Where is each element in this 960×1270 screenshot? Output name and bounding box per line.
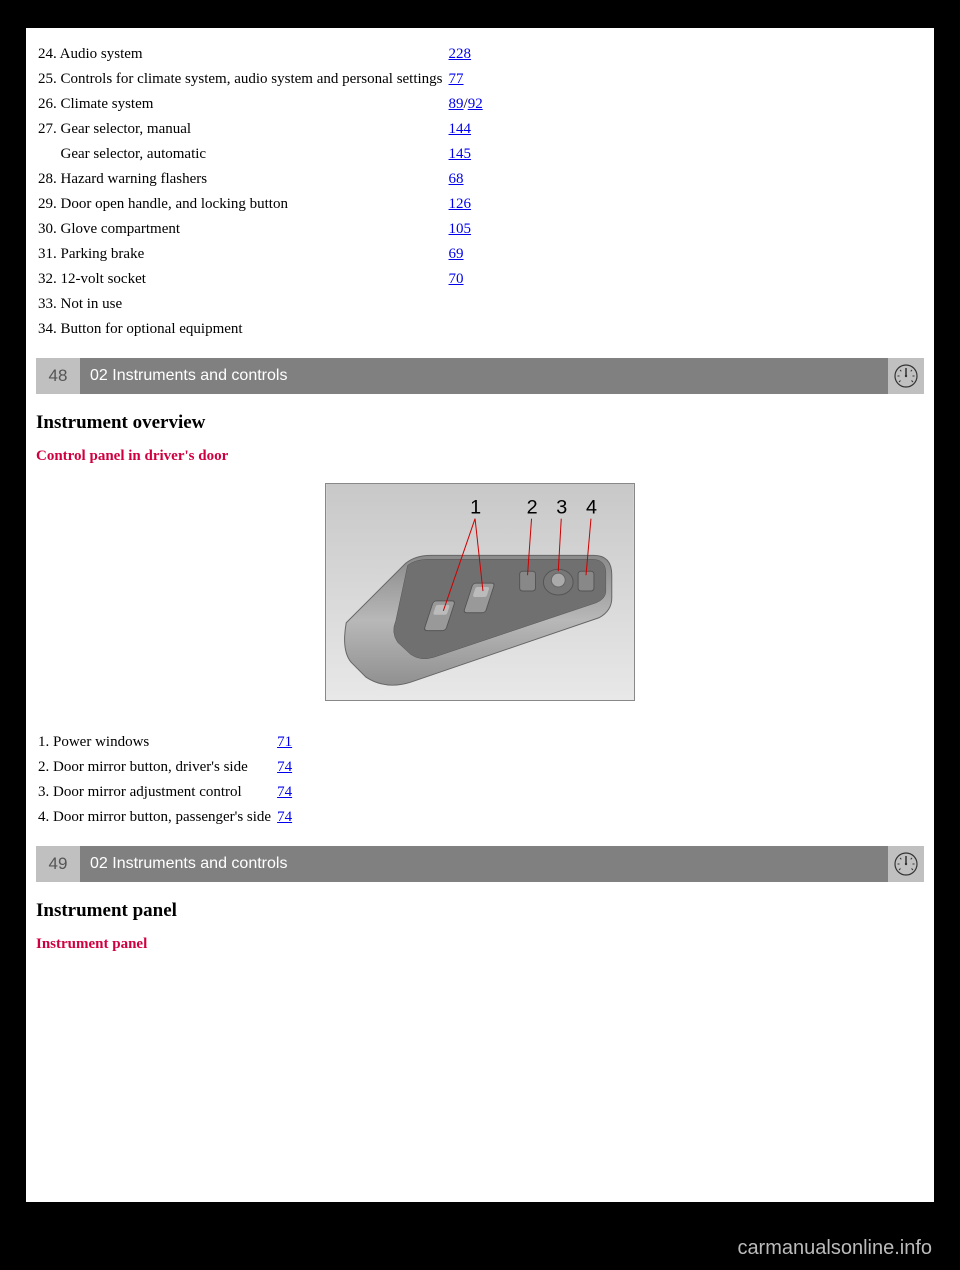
table-row: 2. Door mirror button, driver's side74 [36, 755, 294, 780]
table-row: 27. Gear selector, manual144 [36, 117, 485, 142]
subheading-instrument-panel: Instrument panel [36, 936, 924, 953]
index-label: 34. Button for optional equipment [36, 317, 447, 342]
table-row: 1. Power windows71 [36, 730, 294, 755]
index-pages [447, 292, 485, 317]
gauge-icon [888, 358, 924, 394]
index-pages: 105 [447, 217, 485, 242]
page-link[interactable]: 92 [468, 96, 483, 112]
table-row: 26. Climate system89/92 [36, 92, 485, 117]
index-pages: 70 [447, 267, 485, 292]
index-label: 33. Not in use [36, 292, 447, 317]
page-link[interactable]: 228 [449, 46, 472, 62]
section-header-48: 48 02 Instruments and controls [36, 358, 924, 394]
table-row: 32. 12-volt socket70 [36, 267, 485, 292]
index-label: 27. Gear selector, manual [36, 117, 447, 142]
subheading-control-panel: Control panel in driver's door [36, 448, 924, 465]
section-header-49: 49 02 Instruments and controls [36, 846, 924, 882]
index-pages: 126 [447, 192, 485, 217]
table-row: 28. Hazard warning flashers68 [36, 167, 485, 192]
page-link[interactable]: 77 [449, 71, 464, 87]
page-link[interactable]: 74 [277, 809, 292, 825]
table-row: 3. Door mirror adjustment control74 [36, 780, 294, 805]
table-row: 33. Not in use [36, 292, 485, 317]
callout-4: 4 [586, 497, 597, 519]
footer-watermark: carmanualsonline.info [737, 1237, 932, 1260]
gauge-icon [888, 846, 924, 882]
index-label: 32. 12-volt socket [36, 267, 447, 292]
callout-1: 1 [470, 497, 481, 519]
page-link[interactable]: 69 [449, 246, 464, 262]
bottom-index-table: 1. Power windows712. Door mirror button,… [36, 730, 294, 830]
callout-3: 3 [556, 497, 567, 519]
index-pages: 68 [447, 167, 485, 192]
index-pages: 74 [275, 805, 294, 830]
table-row: 34. Button for optional equipment [36, 317, 485, 342]
table-row: Gear selector, automatic145 [36, 142, 485, 167]
page-link[interactable]: 70 [449, 271, 464, 287]
heading-instrument-panel: Instrument panel [36, 900, 924, 922]
index-label: 28. Hazard warning flashers [36, 167, 447, 192]
index-pages: 144 [447, 117, 485, 142]
index-pages [447, 317, 485, 342]
table-row: 4. Door mirror button, passenger's side7… [36, 805, 294, 830]
page-link[interactable]: 145 [449, 146, 472, 162]
table-row: 24. Audio system228 [36, 42, 485, 67]
manual-page: 24. Audio system22825. Controls for clim… [26, 28, 934, 1202]
page-link[interactable]: 144 [449, 121, 472, 137]
index-label: 31. Parking brake [36, 242, 447, 267]
index-label: 1. Power windows [36, 730, 275, 755]
index-label: 4. Door mirror button, passenger's side [36, 805, 275, 830]
section-title: 02 Instruments and controls [80, 358, 888, 394]
page-link[interactable]: 105 [449, 221, 472, 237]
index-pages: 228 [447, 42, 485, 67]
index-label: Gear selector, automatic [36, 142, 447, 167]
page-link[interactable]: 68 [449, 171, 464, 187]
index-label: 26. Climate system [36, 92, 447, 117]
index-pages: 74 [275, 780, 294, 805]
section-title: 02 Instruments and controls [80, 846, 888, 882]
index-label: 29. Door open handle, and locking button [36, 192, 447, 217]
index-pages: 71 [275, 730, 294, 755]
page-link[interactable]: 74 [277, 759, 292, 775]
index-label: 25. Controls for climate system, audio s… [36, 67, 447, 92]
index-label: 24. Audio system [36, 42, 447, 67]
heading-instrument-overview: Instrument overview [36, 412, 924, 434]
callout-2: 2 [527, 497, 538, 519]
top-index-table: 24. Audio system22825. Controls for clim… [36, 42, 485, 342]
page-number: 48 [36, 358, 80, 394]
table-row: 31. Parking brake69 [36, 242, 485, 267]
page-link[interactable]: 74 [277, 784, 292, 800]
index-label: 2. Door mirror button, driver's side [36, 755, 275, 780]
page-number: 49 [36, 846, 80, 882]
index-pages: 89/92 [447, 92, 485, 117]
table-row: 30. Glove compartment105 [36, 217, 485, 242]
index-pages: 77 [447, 67, 485, 92]
table-row: 29. Door open handle, and locking button… [36, 192, 485, 217]
control-panel-image: 1 2 3 4 [36, 483, 924, 706]
index-pages: 145 [447, 142, 485, 167]
page-link[interactable]: 89 [449, 96, 464, 112]
index-label: 30. Glove compartment [36, 217, 447, 242]
table-row: 25. Controls for climate system, audio s… [36, 67, 485, 92]
index-pages: 69 [447, 242, 485, 267]
index-pages: 74 [275, 755, 294, 780]
page-link[interactable]: 126 [449, 196, 472, 212]
page-link[interactable]: 71 [277, 734, 292, 750]
index-label: 3. Door mirror adjustment control [36, 780, 275, 805]
